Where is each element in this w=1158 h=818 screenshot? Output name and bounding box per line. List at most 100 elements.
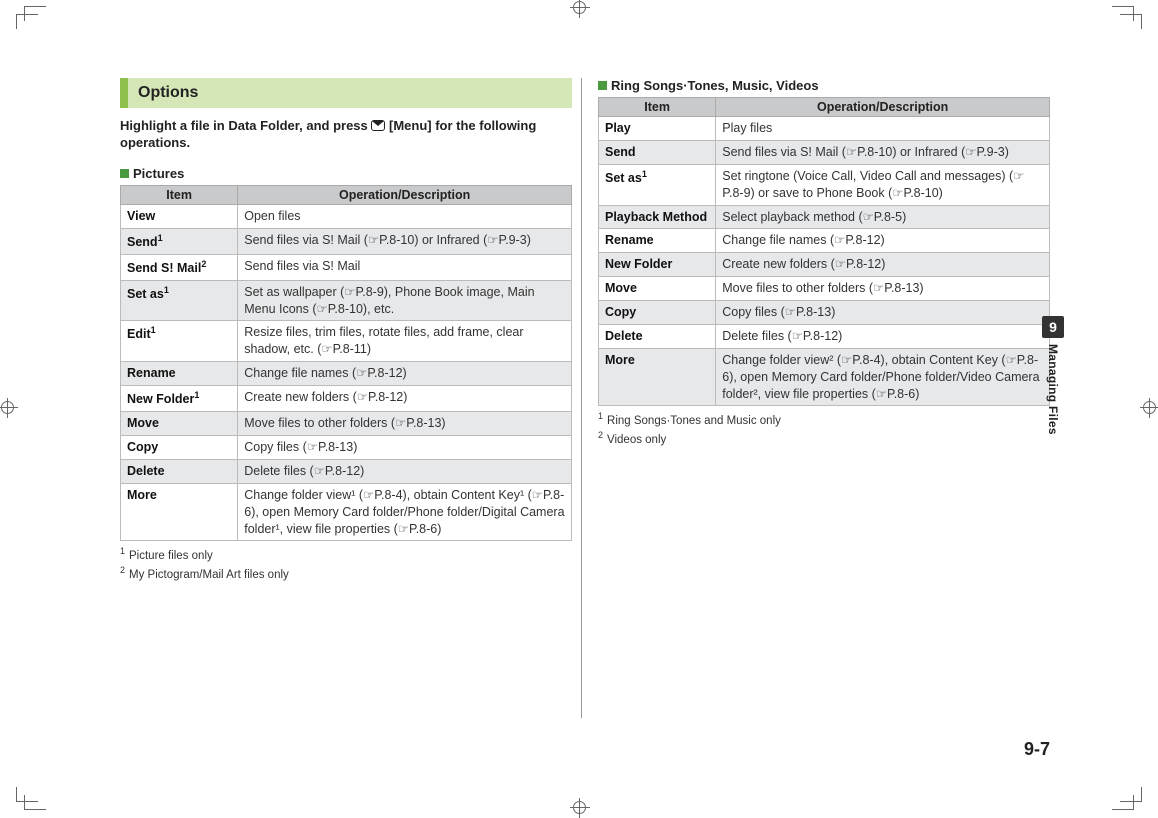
row-item: Copy — [121, 436, 238, 460]
table-row: PlayPlay files — [599, 117, 1050, 141]
page-tab: 9 Managing Files — [1042, 316, 1064, 452]
table-row: SendSend files via S! Mail (☞P.8-10) or … — [599, 140, 1050, 164]
row-description: Set ringtone (Voice Call, Video Call and… — [716, 164, 1050, 205]
table-row: Set as1Set ringtone (Voice Call, Video C… — [599, 164, 1050, 205]
crop-mark — [16, 14, 38, 29]
row-description: Open files — [238, 204, 572, 228]
chapter-title: Managing Files — [1046, 344, 1060, 435]
row-item: More — [599, 348, 716, 406]
registration-mark — [570, 0, 590, 18]
table-row: RenameChange file names (☞P.8-12) — [599, 229, 1050, 253]
column-divider — [581, 78, 582, 718]
pictures-heading-text: Pictures — [133, 166, 184, 181]
table-row: DeleteDelete files (☞P.8-12) — [599, 324, 1050, 348]
table-row: New FolderCreate new folders (☞P.8-12) — [599, 253, 1050, 277]
table-row: New Folder1Create new folders (☞P.8-12) — [121, 386, 572, 412]
row-item: New Folder1 — [121, 386, 238, 412]
row-description: Copy files (☞P.8-13) — [238, 436, 572, 460]
th-description: Operation/Description — [238, 185, 572, 204]
table-row: MoveMove files to other folders (☞P.8-13… — [599, 277, 1050, 301]
table-row: RenameChange file names (☞P.8-12) — [121, 362, 572, 386]
row-item: New Folder — [599, 253, 716, 277]
row-item: Rename — [599, 229, 716, 253]
table-row: Edit1Resize files, trim files, rotate fi… — [121, 321, 572, 362]
row-item: Set as1 — [599, 164, 716, 205]
row-item: Send S! Mail2 — [121, 254, 238, 280]
page-number: 9-7 — [1024, 739, 1050, 760]
crop-mark — [1120, 787, 1142, 802]
footnote-1: Picture files only — [129, 550, 213, 562]
row-item: Send1 — [121, 228, 238, 254]
row-description: Move files to other folders (☞P.8-13) — [238, 412, 572, 436]
ringsongs-table: Item Operation/Description PlayPlay file… — [598, 97, 1050, 406]
square-bullet-icon — [120, 169, 129, 178]
instruction-text: Highlight a file in Data Folder, and pre… — [120, 118, 572, 152]
row-item: Delete — [121, 459, 238, 483]
table-row: DeleteDelete files (☞P.8-12) — [121, 459, 572, 483]
table-row: MoreChange folder view² (☞P.8-4), obtain… — [599, 348, 1050, 406]
row-item: More — [121, 483, 238, 541]
row-description: Change file names (☞P.8-12) — [716, 229, 1050, 253]
registration-mark — [570, 798, 590, 818]
page-content: Options Highlight a file in Data Folder,… — [120, 78, 1050, 758]
row-description: Move files to other folders (☞P.8-13) — [716, 277, 1050, 301]
row-item: Copy — [599, 301, 716, 325]
row-description: Delete files (☞P.8-12) — [716, 324, 1050, 348]
row-description: Change file names (☞P.8-12) — [238, 362, 572, 386]
row-description: Select playback method (☞P.8-5) — [716, 205, 1050, 229]
row-item: Delete — [599, 324, 716, 348]
row-item: Move — [599, 277, 716, 301]
left-column: Options Highlight a file in Data Folder,… — [120, 78, 572, 583]
ringsongs-footnotes: 1Ring Songs·Tones and Music only 2Videos… — [598, 410, 1050, 448]
row-item: Playback Method — [599, 205, 716, 229]
row-description: Delete files (☞P.8-12) — [238, 459, 572, 483]
row-description: Create new folders (☞P.8-12) — [716, 253, 1050, 277]
footnote-1: Ring Songs·Tones and Music only — [607, 415, 781, 427]
pictures-table: Item Operation/Description ViewOpen file… — [120, 185, 572, 542]
row-item: Move — [121, 412, 238, 436]
row-description: Copy files (☞P.8-13) — [716, 301, 1050, 325]
table-row: MoreChange folder view¹ (☞P.8-4), obtain… — [121, 483, 572, 541]
row-description: Play files — [716, 117, 1050, 141]
th-item: Item — [599, 98, 716, 117]
crop-mark — [1120, 14, 1142, 29]
row-item: Play — [599, 117, 716, 141]
table-row: Send S! Mail2Send files via S! Mail — [121, 254, 572, 280]
square-bullet-icon — [598, 81, 607, 90]
th-item: Item — [121, 185, 238, 204]
row-description: Change folder view¹ (☞P.8-4), obtain Con… — [238, 483, 572, 541]
table-row: ViewOpen files — [121, 204, 572, 228]
registration-mark — [0, 398, 18, 418]
crop-mark — [16, 787, 38, 802]
row-description: Change folder view² (☞P.8-4), obtain Con… — [716, 348, 1050, 406]
row-item: Send — [599, 140, 716, 164]
row-description: Create new folders (☞P.8-12) — [238, 386, 572, 412]
footnote-2: Videos only — [607, 434, 666, 446]
section-title: Options — [120, 78, 572, 108]
ringsongs-heading: Ring Songs·Tones, Music, Videos — [598, 78, 1050, 93]
row-item: Rename — [121, 362, 238, 386]
row-description: Resize files, trim files, rotate files, … — [238, 321, 572, 362]
row-description: Set as wallpaper (☞P.8-9), Phone Book im… — [238, 280, 572, 321]
table-row: CopyCopy files (☞P.8-13) — [599, 301, 1050, 325]
pictures-heading: Pictures — [120, 166, 572, 181]
table-row: Set as1Set as wallpaper (☞P.8-9), Phone … — [121, 280, 572, 321]
footnote-2: My Pictogram/Mail Art files only — [129, 569, 289, 581]
row-item: View — [121, 204, 238, 228]
pictures-footnotes: 1Picture files only 2My Pictogram/Mail A… — [120, 545, 572, 583]
th-description: Operation/Description — [716, 98, 1050, 117]
table-row: Send1Send files via S! Mail (☞P.8-10) or… — [121, 228, 572, 254]
registration-mark — [1140, 398, 1158, 418]
table-row: Playback MethodSelect playback method (☞… — [599, 205, 1050, 229]
ringsongs-heading-text: Ring Songs·Tones, Music, Videos — [611, 78, 819, 93]
table-row: MoveMove files to other folders (☞P.8-13… — [121, 412, 572, 436]
instruction-pre: Highlight a file in Data Folder, and pre… — [120, 118, 371, 133]
row-description: Send files via S! Mail (☞P.8-10) or Infr… — [716, 140, 1050, 164]
row-description: Send files via S! Mail — [238, 254, 572, 280]
table-row: CopyCopy files (☞P.8-13) — [121, 436, 572, 460]
row-item: Set as1 — [121, 280, 238, 321]
row-description: Send files via S! Mail (☞P.8-10) or Infr… — [238, 228, 572, 254]
chapter-number: 9 — [1042, 316, 1064, 338]
mail-icon — [371, 120, 385, 131]
right-column: Ring Songs·Tones, Music, Videos Item Ope… — [598, 78, 1050, 583]
